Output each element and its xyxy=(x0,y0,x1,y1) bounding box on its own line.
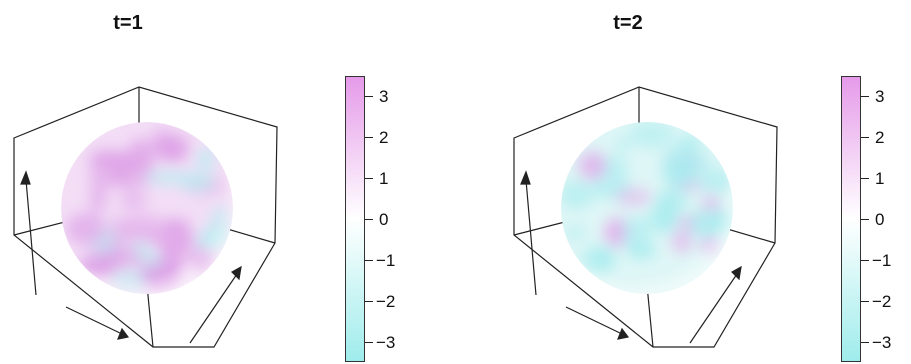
colorbar-tick-label: −3 xyxy=(872,332,892,352)
colorbar-tick xyxy=(365,341,373,343)
axis-arrows xyxy=(20,170,242,344)
colorbar-tick xyxy=(861,96,869,98)
colorbar-tick-label: 1 xyxy=(875,169,885,189)
sphere-plot xyxy=(13,86,278,348)
colorbar-tick-label: −3 xyxy=(376,332,396,352)
colorbar-tick xyxy=(365,259,373,261)
sphere-shading xyxy=(61,122,233,294)
colorbar-tick xyxy=(861,219,869,220)
colorbar-tick xyxy=(861,300,869,302)
colorbar-tick xyxy=(365,178,373,180)
panel-t2: t=2 xyxy=(456,0,911,364)
colorbar-tick xyxy=(365,300,373,302)
panel-t1: t=1 xyxy=(0,0,455,364)
colorbar-tick-label: 0 xyxy=(379,210,389,229)
colorbar-tick-label: −1 xyxy=(872,250,892,270)
colorbar-tick-label: 2 xyxy=(379,128,389,148)
colorbar-tick-label: −2 xyxy=(872,291,892,311)
colorbar-tick-label: 3 xyxy=(379,87,389,107)
colorbar-tick xyxy=(365,219,373,220)
colorbar-tick xyxy=(365,137,373,139)
colorbar: 3 2 1 0 −1 −2 −3 xyxy=(841,76,891,362)
colorbar-tick xyxy=(861,178,869,180)
colorbar-tick xyxy=(365,96,373,98)
sphere-plot xyxy=(513,86,778,348)
colorbar-tick-label: 2 xyxy=(875,128,885,148)
colorbar-tick xyxy=(861,137,869,139)
panel-title: t=2 xyxy=(613,12,643,34)
colorbar-tick-label: 3 xyxy=(875,87,885,107)
colorbar-tick-label: 1 xyxy=(379,169,389,189)
colorbar-tick xyxy=(861,341,869,343)
colorbar: 3 2 1 0 −1 −2 −3 xyxy=(345,76,395,362)
sphere-shading xyxy=(561,122,733,294)
axis-arrows xyxy=(520,170,742,344)
colorbar-tick-label: −2 xyxy=(376,291,396,311)
colorbar-tick xyxy=(861,259,869,261)
colorbar-tick-label: 0 xyxy=(875,210,885,229)
panel-title: t=1 xyxy=(113,12,143,34)
colorbar-tick-label: −1 xyxy=(376,250,396,270)
